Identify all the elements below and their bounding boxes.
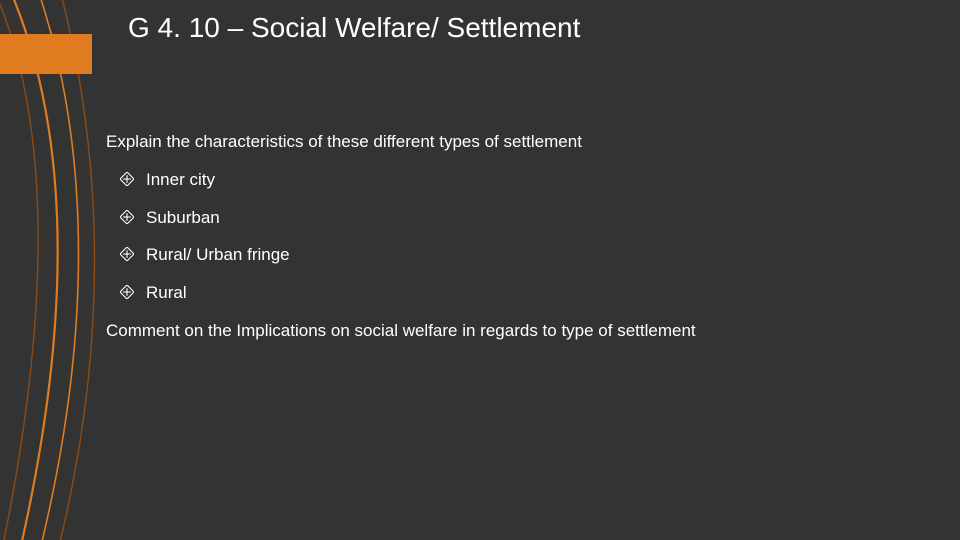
list-item: Rural/ Urban fringe [106,243,940,267]
list-item: Rural [106,281,940,305]
intro-text: Explain the characteristics of these dif… [106,130,940,154]
list-item: Suburban [106,206,940,230]
bullet-label: Rural/ Urban fringe [146,243,290,267]
bullet-list: Inner city Suburban Rural/ Urban fringe [106,168,940,305]
diamond-bullet-icon [120,210,134,224]
list-item: Inner city [106,168,940,192]
diamond-bullet-icon [120,285,134,299]
bullet-label: Suburban [146,206,220,230]
bullet-label: Inner city [146,168,215,192]
diamond-bullet-icon [120,247,134,261]
accent-bar [0,34,92,74]
bullet-label: Rural [146,281,187,305]
slide-title: G 4. 10 – Social Welfare/ Settlement [128,12,940,44]
diamond-bullet-icon [120,172,134,186]
slide-content: G 4. 10 – Social Welfare/ Settlement Exp… [106,0,940,343]
closing-text: Comment on the Implications on social we… [106,319,940,343]
